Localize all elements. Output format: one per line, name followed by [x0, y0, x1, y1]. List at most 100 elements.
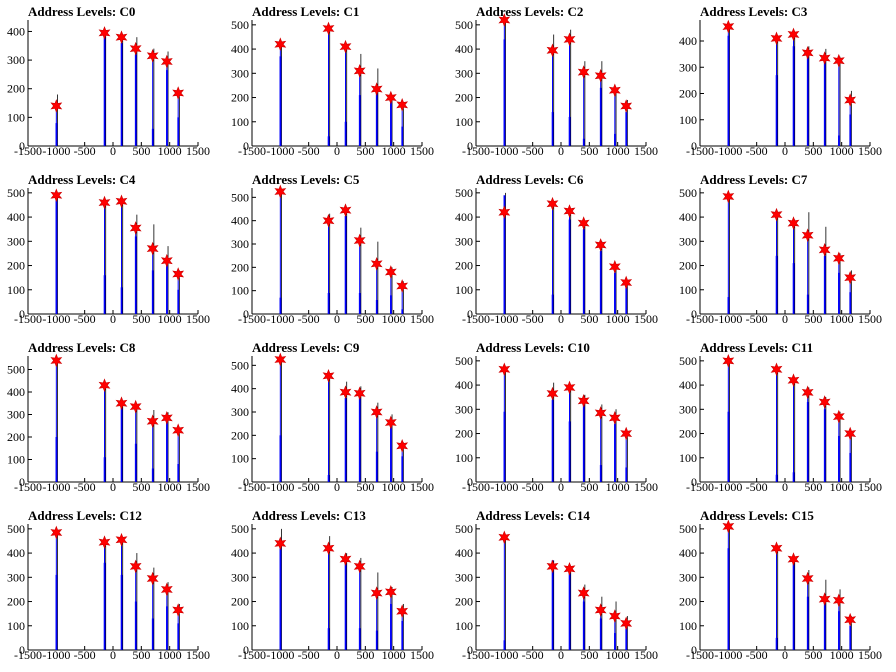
y-tick-label: 100: [679, 113, 697, 127]
x-tick-label: 1000: [382, 480, 406, 494]
panel-title: Address Levels: C4: [28, 172, 136, 187]
x-tick-label: -1500: [686, 480, 714, 494]
level-marker: [50, 99, 63, 113]
level-marker: [577, 65, 590, 79]
y-tick-label: 100: [455, 283, 473, 297]
panel-title: Address Levels: C1: [252, 4, 359, 19]
y-tick-label: 0: [243, 475, 249, 489]
level-marker: [129, 559, 142, 574]
y-tick-label: 500: [231, 522, 249, 536]
y-tick-label: 100: [231, 284, 249, 298]
level-marker: [832, 409, 845, 424]
x-tick-label: 500: [356, 648, 374, 662]
y-tick-label: 500: [7, 522, 25, 536]
x-tick-label: 0: [558, 480, 564, 494]
x-tick-label: -1500: [238, 648, 266, 662]
panel-title: Address Levels: C13: [252, 508, 366, 523]
x-tick-label: -1000: [490, 312, 518, 326]
panel-c10: Address Levels: C10 0 100 200 300 400 500 -1500…: [455, 340, 658, 494]
x-tick-label: 1000: [830, 480, 854, 494]
y-tick-label: 0: [691, 643, 697, 657]
x-tick-label: 1500: [634, 648, 658, 662]
level-marker: [818, 395, 831, 409]
x-tick-label: 1000: [606, 312, 630, 326]
level-marker: [115, 396, 128, 411]
level-marker: [594, 603, 607, 617]
level-marker: [322, 541, 335, 556]
level-marker: [546, 559, 559, 574]
level-marker: [801, 571, 814, 586]
panel-title: Address Levels: C5: [252, 172, 360, 187]
level-marker: [98, 378, 111, 393]
y-tick-label: 200: [679, 259, 697, 273]
level-marker: [498, 362, 511, 377]
level-marker: [546, 386, 559, 401]
level-marker: [498, 530, 511, 545]
level-marker: [370, 586, 383, 600]
panel-c13: Address Levels: C13 0 100 200 300 400 500 -1500…: [231, 508, 434, 662]
level-marker: [818, 242, 831, 257]
level-marker: [274, 37, 287, 52]
y-tick-label: 200: [679, 427, 697, 441]
level-marker: [172, 423, 185, 438]
y-tick-label: 400: [7, 24, 25, 38]
x-tick-label: 500: [580, 312, 598, 326]
panel-title: Address Levels: C3: [700, 4, 808, 19]
x-tick-label: 1000: [382, 144, 406, 158]
panel-c1: Address Levels: C10100200300400500-1500-…: [231, 4, 434, 158]
x-tick-label: 0: [334, 480, 340, 494]
x-tick-label: 1500: [186, 648, 210, 662]
level-marker: [339, 385, 352, 399]
level-marker: [146, 414, 159, 429]
y-tick-label: 200: [679, 87, 697, 101]
level-marker: [172, 603, 185, 617]
panel-c14: Address Levels: C14 0 100 200 300 400 500 -1500…: [455, 508, 658, 662]
y-tick-label: 500: [455, 354, 473, 368]
x-tick-label: 1000: [158, 312, 182, 326]
level-marker: [322, 213, 335, 228]
y-tick-label: 400: [7, 385, 25, 399]
level-marker: [801, 45, 814, 60]
x-tick-label: 1000: [606, 480, 630, 494]
y-tick-label: 0: [19, 475, 25, 489]
level-marker: [594, 238, 607, 252]
y-tick-label: 300: [679, 234, 697, 248]
x-tick-label: 0: [110, 648, 116, 662]
x-tick-label: -1500: [462, 312, 490, 326]
level-marker: [396, 97, 409, 112]
x-tick-label: 0: [558, 144, 564, 158]
y-tick-label: 0: [691, 475, 697, 489]
x-tick-label: 0: [782, 312, 788, 326]
level-marker: [322, 369, 335, 383]
level-marker: [396, 439, 409, 453]
y-tick-label: 200: [455, 595, 473, 609]
y-tick-label: 400: [679, 546, 697, 560]
level-marker: [787, 552, 800, 566]
x-tick-label: -1500: [686, 144, 714, 158]
y-tick-label: 0: [19, 139, 25, 153]
y-tick-label: 100: [231, 619, 249, 633]
x-tick-label: 0: [110, 144, 116, 158]
y-tick-label: 400: [231, 546, 249, 560]
x-tick-label: 1000: [382, 312, 406, 326]
level-marker: [384, 415, 397, 430]
x-tick-label: -1000: [266, 312, 294, 326]
y-tick-label: 400: [679, 34, 697, 48]
y-tick-label: 200: [679, 595, 697, 609]
level-marker: [563, 562, 576, 576]
level-marker: [832, 593, 845, 608]
y-tick-label: 200: [7, 259, 25, 273]
x-tick-label: -1500: [14, 480, 42, 494]
y-tick-label: 500: [455, 186, 473, 200]
level-marker: [563, 32, 576, 47]
x-tick-label: 1500: [858, 648, 882, 662]
level-marker: [146, 48, 159, 63]
level-marker: [620, 99, 633, 113]
level-marker: [801, 228, 814, 243]
level-marker: [353, 559, 366, 574]
level-marker: [339, 39, 352, 54]
level-marker: [274, 352, 287, 367]
y-tick-label: 300: [231, 570, 249, 584]
y-tick-label: 400: [679, 210, 697, 224]
y-tick-label: 100: [679, 283, 697, 297]
